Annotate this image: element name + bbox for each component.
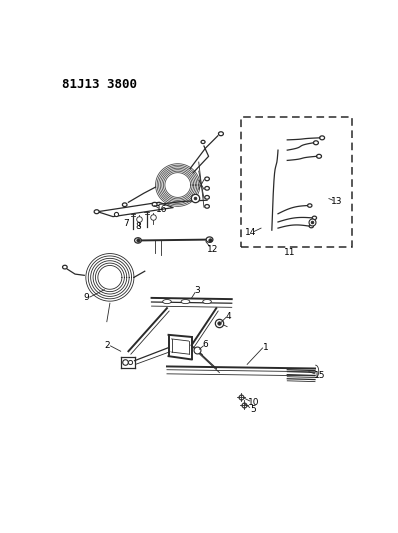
Ellipse shape — [163, 300, 171, 304]
Ellipse shape — [62, 265, 67, 269]
Text: 14: 14 — [244, 228, 256, 237]
Text: 9: 9 — [83, 293, 89, 302]
Ellipse shape — [205, 177, 209, 181]
Ellipse shape — [203, 300, 211, 304]
Text: 12: 12 — [207, 245, 218, 254]
Bar — [241, 117, 352, 247]
Ellipse shape — [205, 205, 209, 208]
Ellipse shape — [314, 141, 318, 145]
Ellipse shape — [320, 136, 325, 140]
Ellipse shape — [205, 187, 209, 190]
Ellipse shape — [94, 210, 99, 214]
Ellipse shape — [152, 203, 157, 206]
Text: 13: 13 — [331, 197, 342, 206]
Text: 7: 7 — [123, 219, 129, 228]
Ellipse shape — [312, 216, 316, 220]
Text: 3: 3 — [194, 286, 200, 295]
Ellipse shape — [309, 224, 314, 228]
Text: 11: 11 — [284, 248, 295, 257]
Text: 1: 1 — [263, 343, 269, 352]
Ellipse shape — [308, 204, 312, 207]
Text: 10: 10 — [248, 398, 259, 407]
Text: 6: 6 — [203, 340, 209, 349]
Text: 2: 2 — [104, 341, 109, 350]
Text: 8: 8 — [135, 222, 141, 231]
Text: 5: 5 — [250, 405, 256, 414]
Ellipse shape — [123, 203, 127, 207]
Ellipse shape — [219, 132, 223, 136]
Ellipse shape — [135, 238, 141, 243]
Ellipse shape — [205, 196, 209, 199]
Text: 4: 4 — [226, 312, 232, 321]
Ellipse shape — [181, 300, 190, 304]
Ellipse shape — [316, 155, 322, 158]
Text: 16: 16 — [156, 205, 167, 214]
Ellipse shape — [201, 140, 205, 143]
Ellipse shape — [206, 237, 213, 243]
Text: 15: 15 — [314, 372, 326, 381]
Text: 81J13 3800: 81J13 3800 — [62, 78, 137, 91]
